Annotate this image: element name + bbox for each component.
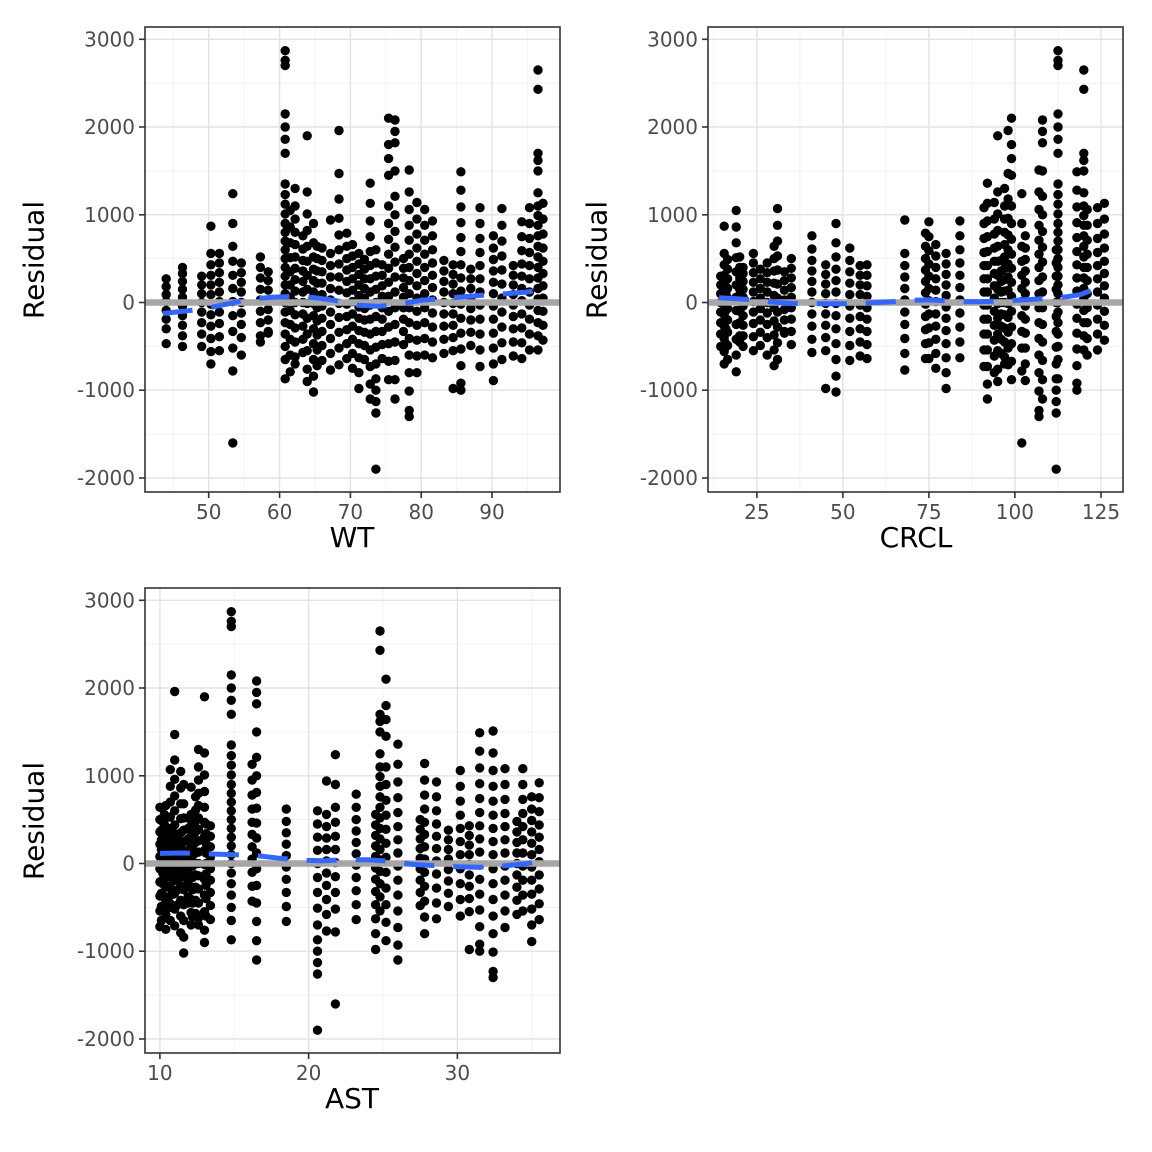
smoother-line [159, 850, 547, 870]
x-tick-label: 125 [1082, 500, 1120, 524]
data-points [155, 607, 544, 1035]
x-tick-label: 80 [408, 500, 433, 524]
y-tick-label: 1000 [84, 764, 135, 788]
x-tick-label: 90 [479, 500, 504, 524]
data-points [716, 46, 1110, 474]
y-tick-label: 3000 [647, 27, 698, 51]
x-tick-label: 70 [338, 500, 363, 524]
panel-ast: 10 20 30 -2000 -1000 0 1000 2000 3000 Residual A… [0, 561, 576, 1152]
y-tick-label: -1000 [640, 378, 698, 402]
y-tick-label: 2000 [647, 115, 698, 139]
panel-crcl: 25 50 75 100 125 -2000 -1000 0 1000 2000 3000 Resi… [576, 0, 1152, 591]
x-tick-label: 30 [445, 1061, 470, 1085]
y-tick-label: 2000 [84, 115, 135, 139]
y-tick-label: 0 [685, 291, 698, 315]
y-axis-title: Residual [17, 200, 51, 320]
panel-border [144, 26, 561, 493]
panel-border [144, 587, 561, 1054]
y-axis-title: Residual [580, 200, 614, 320]
x-tick-label: 75 [916, 500, 941, 524]
y-tick-label: 0 [122, 852, 135, 876]
axis-ticks: 10 20 30 -2000 -1000 0 1000 2000 3000 [77, 588, 470, 1085]
x-tick-label: 25 [744, 500, 769, 524]
y-tick-label: -1000 [77, 378, 135, 402]
y-tick-label: 3000 [84, 27, 135, 51]
ast-plot: 10 20 30 -2000 -1000 0 1000 2000 3000 [77, 587, 561, 1085]
y-tick-label: 1000 [647, 203, 698, 227]
x-tick-label: 60 [267, 500, 292, 524]
x-tick-label: 100 [996, 500, 1034, 524]
data-points [161, 46, 548, 474]
y-tick-label: 0 [122, 291, 135, 315]
y-tick-label: 1000 [84, 203, 135, 227]
x-axis-title-crcl: CRCL [879, 521, 953, 554]
x-tick-label: 10 [147, 1061, 172, 1085]
y-axis-title: Residual [17, 761, 51, 881]
y-tick-label: -2000 [77, 1027, 135, 1051]
x-axis-title-ast: AST [324, 1082, 380, 1115]
y-tick-label: -2000 [640, 466, 698, 490]
panel-border [707, 26, 1124, 493]
y-tick-label: -1000 [77, 939, 135, 963]
y-tick-label: 3000 [84, 588, 135, 612]
panel-wt: 50 60 70 80 90 -2000 -1000 0 1000 2000 3000 Residu… [0, 0, 576, 591]
crcl-plot: 25 50 75 100 125 -2000 -1000 0 1000 2000 3000 [640, 26, 1124, 524]
x-tick-label: 50 [830, 500, 855, 524]
x-tick-label: 50 [196, 500, 221, 524]
axis-ticks: 25 50 75 100 125 -2000 -1000 0 1000 2000 3000 [640, 27, 1120, 524]
smoother-line [718, 280, 1106, 307]
x-axis-title-wt: WT [329, 521, 375, 554]
y-tick-label: 2000 [84, 676, 135, 700]
axis-ticks: 50 60 70 80 90 -2000 -1000 0 1000 2000 3000 [77, 27, 505, 524]
grid-minor [145, 27, 560, 492]
y-tick-label: -2000 [77, 466, 135, 490]
wt-plot: 50 60 70 80 90 -2000 -1000 0 1000 2000 3000 [77, 26, 561, 524]
smoother-line [162, 286, 546, 316]
x-tick-label: 20 [296, 1061, 321, 1085]
